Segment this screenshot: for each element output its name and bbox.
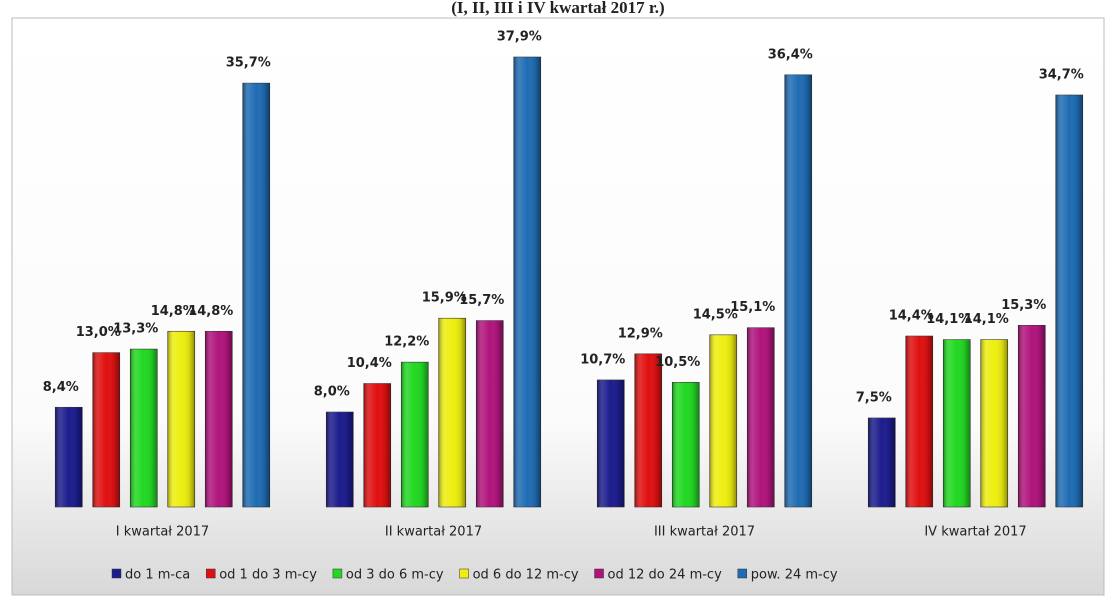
bar	[867, 417, 896, 508]
x-tick-label: IV kwartał 2017	[924, 525, 1026, 540]
legend-swatch	[332, 568, 343, 579]
legend-swatch	[205, 568, 216, 579]
bar	[1017, 325, 1046, 508]
bar	[475, 320, 504, 508]
data-label: 14,4%	[889, 309, 934, 324]
data-label: 15,1%	[730, 300, 775, 315]
bar	[634, 353, 663, 508]
legend-swatch	[459, 568, 469, 579]
bar	[942, 339, 971, 508]
data-label: 8,4%	[43, 380, 79, 395]
bar	[363, 383, 392, 508]
bar	[746, 327, 775, 508]
legend-label: od 12 do 24 m-cy	[608, 568, 723, 583]
legend-swatch	[737, 568, 748, 579]
data-label: 15,7%	[459, 293, 504, 308]
legend-label: do 1 m-ca	[125, 568, 190, 583]
bar	[204, 330, 233, 508]
bar	[438, 317, 467, 508]
bar	[980, 339, 1009, 508]
data-label: 10,4%	[347, 356, 392, 371]
bar	[54, 406, 83, 508]
x-tick-label: III kwartał 2017	[654, 525, 755, 540]
x-tick-label: II kwartał 2017	[385, 525, 482, 540]
legend-label: od 6 do 12 m-cy	[473, 568, 579, 583]
legend-swatch	[111, 568, 122, 579]
x-tick-label: I kwartał 2017	[116, 525, 209, 540]
bar	[596, 379, 625, 508]
bar	[242, 82, 271, 508]
chart-title: (I, II, III i IV kwartał 2017 r.)	[451, 0, 664, 17]
data-label: 10,7%	[580, 352, 625, 367]
data-label: 12,9%	[618, 326, 663, 341]
data-label: 14,1%	[964, 312, 1009, 327]
legend-label: od 1 do 3 m-cy	[219, 568, 317, 583]
bar	[671, 382, 700, 508]
data-label: 15,9%	[422, 291, 467, 306]
data-label: 8,0%	[314, 385, 350, 400]
data-label: 10,5%	[655, 355, 700, 370]
data-label: 14,5%	[693, 307, 738, 322]
data-label: 36,4%	[768, 47, 813, 62]
data-label: 12,2%	[384, 335, 429, 350]
data-label: 13,0%	[76, 325, 121, 340]
data-label: 37,9%	[497, 30, 542, 45]
data-label: 14,1%	[926, 312, 971, 327]
data-label: 34,7%	[1039, 67, 1084, 82]
bar	[325, 411, 354, 508]
bar	[1055, 94, 1084, 508]
bar	[400, 361, 429, 508]
legend-label: pow. 24 m-cy	[751, 568, 838, 583]
data-label: 14,8%	[188, 304, 233, 319]
bar	[513, 56, 542, 508]
bar	[709, 334, 738, 508]
legend-label: od 3 do 6 m-cy	[346, 568, 444, 583]
data-label: 15,3%	[1001, 298, 1046, 313]
data-label: 35,7%	[226, 56, 271, 71]
legend-swatch	[594, 568, 604, 579]
data-label: 7,5%	[856, 390, 892, 405]
bar	[167, 330, 196, 508]
bar	[92, 352, 121, 508]
bar	[784, 74, 813, 508]
bar	[129, 348, 158, 508]
bar	[905, 335, 934, 508]
data-label: 13,3%	[113, 322, 158, 337]
data-label: 14,8%	[151, 304, 196, 319]
